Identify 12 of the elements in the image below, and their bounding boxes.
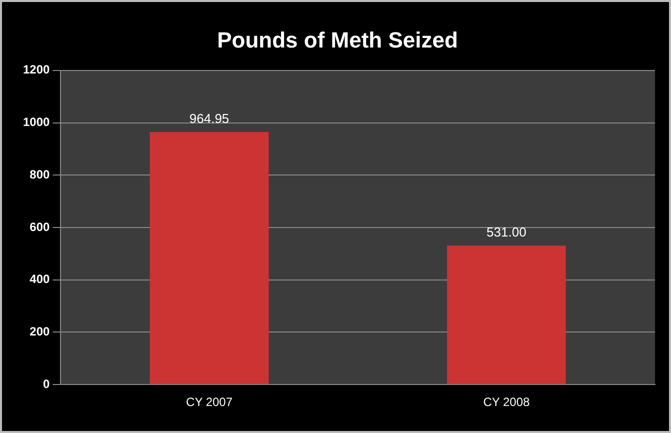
chart-title: Pounds of Meth Seized: [217, 27, 458, 52]
y-tick-label: 1200: [22, 62, 50, 77]
y-tick-label: 0: [43, 376, 50, 391]
y-tick-label: 1000: [22, 115, 50, 130]
x-tick-label: CY 2007: [186, 395, 233, 410]
y-tick-label: 400: [30, 272, 50, 286]
data-label: 964.95: [189, 111, 230, 126]
data-label: 531.00: [486, 224, 526, 240]
y-tick-label: 600: [30, 220, 50, 234]
y-tick-label: 800: [30, 167, 50, 182]
y-tick-label: 200: [30, 324, 50, 339]
x-tick-label: CY 2008: [483, 395, 530, 410]
